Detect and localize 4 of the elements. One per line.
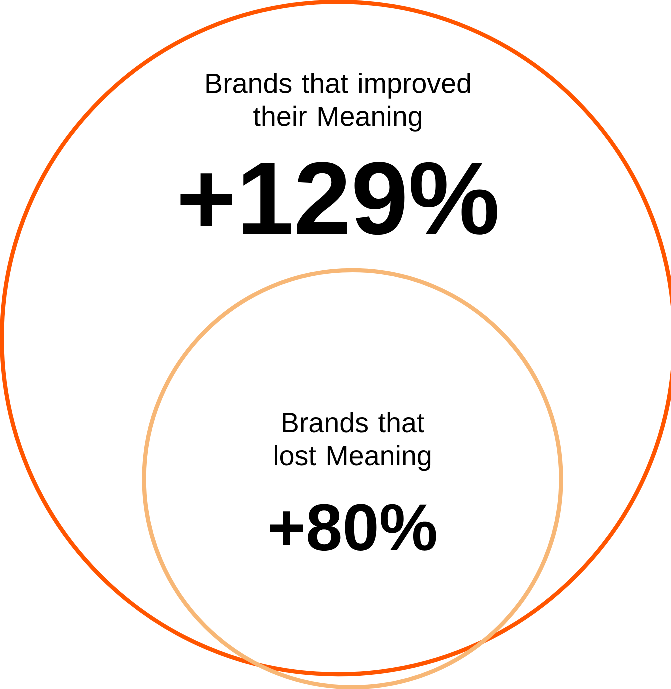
category-label: Brands that lost Meaning [274,412,430,472]
data-label: +129% [180,162,498,236]
category-label: Brands that improved their Meaning [206,72,470,132]
data-label: +80% [270,504,436,551]
